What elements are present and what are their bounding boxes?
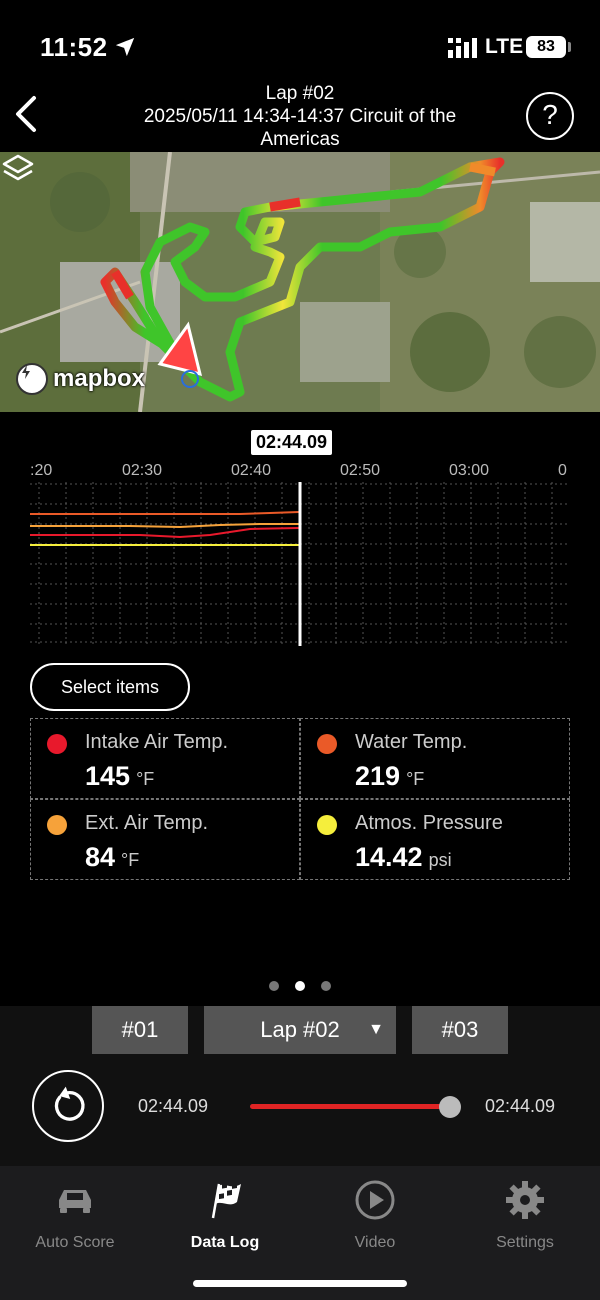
select-items-button[interactable]: Select items (30, 663, 190, 711)
readout-value: 14.42 (355, 842, 423, 872)
readout-intake-air-temp: Intake Air Temp. 145 °F (30, 718, 300, 799)
caret-down-icon: ▼ (368, 1021, 384, 1038)
play-circle-icon (355, 1180, 395, 1220)
current-lap-label: Lap #02 (260, 1017, 340, 1042)
tab-label: Video (354, 1234, 396, 1251)
page-title: Lap #02 2025/05/11 14:34-14:37 Circuit o… (120, 82, 480, 151)
readout-value-wrap: 84 °F (85, 842, 139, 873)
replay-icon[interactable] (32, 1070, 104, 1142)
satellite-map (0, 152, 600, 412)
chevron-left-icon[interactable] (10, 94, 44, 134)
battery-level: 83 (526, 36, 566, 58)
series-color-dot (47, 734, 67, 754)
position-marker (157, 321, 203, 377)
tab-label: Data Log (190, 1234, 260, 1251)
header: Lap #02 2025/05/11 14:34-14:37 Circuit o… (0, 80, 600, 152)
readout-label: Atmos. Pressure (355, 812, 503, 834)
tab-bar: Auto Score Data Log Video (0, 1166, 600, 1300)
tick-label: 02:40 (231, 462, 272, 479)
lap-select-dropdown[interactable]: Lap #02 ▼ (204, 1006, 396, 1054)
readout-value-wrap: 145 °F (85, 761, 154, 792)
mapbox-logo-icon (16, 363, 48, 395)
cursor-time-label: 02:44.09 (251, 430, 333, 455)
readout-value-wrap: 219 °F (355, 761, 424, 792)
readout-label: Intake Air Temp. (85, 731, 229, 753)
readouts-grid: Intake Air Temp. 145 °F Water Temp. 219 °F… (30, 718, 570, 881)
page-dot[interactable] (321, 981, 331, 991)
car-icon (59, 1190, 91, 1213)
readout-unit: °F (121, 850, 140, 870)
previous-lap-button[interactable]: #01 (92, 1006, 188, 1054)
tick-label: 03:00 (449, 462, 490, 479)
readout-ext-air-temp: Ext. Air Temp. 84 °F (30, 799, 300, 880)
tick-label: 0 (558, 462, 567, 479)
readout-atmos-pressure: Atmos. Pressure 14.42 psi (300, 799, 570, 880)
playback-current-time: 02:44.09 (138, 1096, 209, 1116)
lap-panel: #01 Lap #02 ▼ #03 02:44.09 02:44.09 (0, 1006, 600, 1166)
playback-end-time: 02:44.09 (485, 1096, 556, 1116)
readout-value: 145 (85, 761, 131, 791)
readout-label: Ext. Air Temp. (85, 812, 209, 834)
series-color-dot (317, 815, 337, 835)
battery-cap (568, 42, 571, 52)
location-arrow-icon (115, 37, 135, 57)
tab-settings[interactable]: Settings (450, 1178, 600, 1252)
status-time: 11:52 (40, 32, 108, 62)
mapbox-text: mapbox (53, 365, 146, 392)
readout-unit: °F (406, 769, 425, 789)
next-lap-button[interactable]: #03 (412, 1006, 508, 1054)
tab-video[interactable]: Video (300, 1178, 450, 1252)
readout-unit: °F (136, 769, 155, 789)
tick-label: 02:50 (340, 462, 381, 479)
readout-value: 219 (355, 761, 401, 791)
scrubber-handle[interactable] (439, 1096, 461, 1118)
intake-air-temp-line (30, 527, 300, 539)
page-dot[interactable] (269, 981, 279, 991)
status-bar: 11:52 LTE 83 (0, 0, 600, 80)
readout-water-temp: Water Temp. 219 °F (300, 718, 570, 799)
series-color-dot (317, 734, 337, 754)
ext-air-temp-line (30, 523, 299, 529)
lap-title: Lap #02 (265, 83, 335, 104)
gear-icon (506, 1181, 544, 1219)
tab-label: Settings (496, 1234, 554, 1251)
readout-value-wrap: 14.42 psi (355, 842, 452, 873)
scrubber-track[interactable] (250, 1104, 450, 1109)
track-map[interactable]: mapbox (0, 152, 600, 412)
series-color-dot (47, 815, 67, 835)
network-type: LTE (485, 35, 524, 58)
session-info: 2025/05/11 14:34-14:37 Circuit of the Am… (143, 106, 457, 150)
water-temp-line (30, 511, 300, 515)
timeline-plot (30, 482, 570, 646)
layers-icon[interactable] (0, 152, 36, 188)
home-indicator (193, 1280, 407, 1287)
tab-label: Auto Score (35, 1234, 115, 1251)
signal-bars-icon (448, 38, 477, 58)
readout-unit: psi (428, 850, 452, 870)
tab-auto-score[interactable]: Auto Score (0, 1178, 150, 1252)
mapbox-attribution: mapbox (16, 362, 145, 396)
help-button[interactable]: ? (526, 92, 574, 140)
tick-label: :20 (30, 462, 53, 479)
timeline-chart[interactable]: 02:44.09 :20 02:30 02:40 02:50 03:00 0 (0, 412, 600, 652)
page-dot[interactable] (295, 981, 305, 991)
page-indicator[interactable] (0, 978, 600, 996)
checkered-flag-icon (211, 1182, 241, 1219)
tab-data-log[interactable]: Data Log (150, 1178, 300, 1252)
tick-label: 02:30 (122, 462, 163, 479)
readout-label: Water Temp. (355, 731, 468, 753)
readout-value: 84 (85, 842, 116, 872)
